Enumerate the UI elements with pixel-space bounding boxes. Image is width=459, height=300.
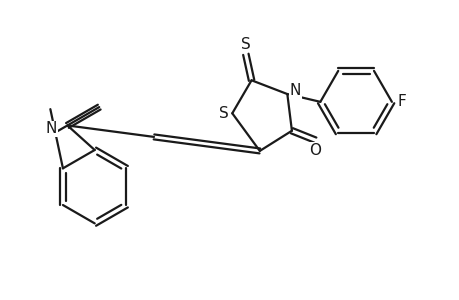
Text: N: N	[46, 121, 57, 136]
Text: N: N	[289, 83, 301, 98]
Text: O: O	[308, 143, 321, 158]
Text: F: F	[397, 94, 405, 109]
Text: S: S	[218, 106, 229, 121]
Text: S: S	[241, 37, 250, 52]
